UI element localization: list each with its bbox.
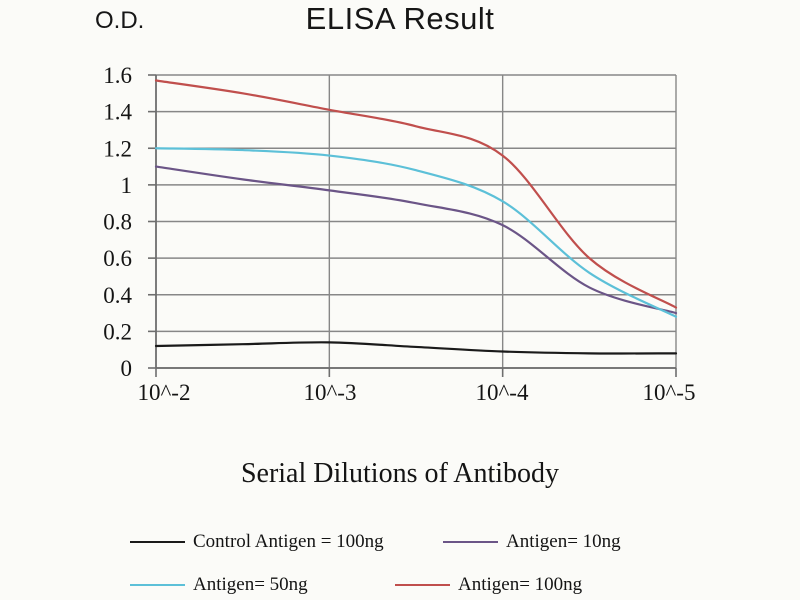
x-tick-label: 10^-5 [643, 380, 696, 405]
y-tick-label: 0.6 [103, 246, 132, 271]
series-curve-1 [154, 165, 678, 315]
legend-label-antigen-50ng: Antigen= 50ng [193, 574, 308, 595]
plot-area: 0 0.2 0.4 0.6 0.8 1 1.2 1.4 1.6 10^-2 10^-3 10^-4 10… [103, 63, 696, 405]
chart-title: ELISA Result [305, 1, 495, 36]
legend-item-control-antigen: Control Antigen = 100ng [130, 529, 384, 555]
y-tick-label: 0.4 [103, 283, 132, 308]
y-tick-label: 0.8 [103, 210, 132, 235]
x-tick-label: 10^-3 [304, 380, 357, 405]
x-axis-title: Serial Dilutions of Antibody [240, 458, 560, 489]
legend-label-control-antigen: Control Antigen = 100ng [193, 531, 384, 552]
series-curve-2 [154, 147, 678, 318]
y-axis-unit-label: O.D. [95, 7, 145, 34]
legend-item-antigen-100ng: Antigen= 100ng [395, 572, 582, 598]
series-curve-0 [154, 341, 678, 355]
legend-item-antigen-10ng: Antigen= 10ng [443, 529, 621, 555]
y-tick-label: 1.6 [103, 63, 132, 88]
x-tick-label: 10^-4 [476, 380, 529, 405]
y-tick-label: 1 [121, 173, 133, 198]
y-tick-label: 0.2 [103, 319, 132, 344]
series-curve-3 [154, 79, 678, 309]
legend-line-antigen-10ng [443, 541, 498, 543]
legend-line-antigen-50ng [130, 584, 185, 586]
x-tick-label: 10^-2 [138, 380, 191, 405]
legend-label-antigen-10ng: Antigen= 10ng [506, 531, 621, 552]
legend-line-control-antigen [130, 541, 185, 543]
y-tick-label: 0 [121, 356, 133, 381]
legend-item-antigen-50ng: Antigen= 50ng [130, 572, 308, 598]
legend-line-antigen-100ng [395, 584, 450, 586]
y-tick-label: 1.4 [103, 100, 132, 125]
legend-label-antigen-100ng: Antigen= 100ng [458, 574, 583, 595]
y-tick-label: 1.2 [103, 136, 132, 161]
